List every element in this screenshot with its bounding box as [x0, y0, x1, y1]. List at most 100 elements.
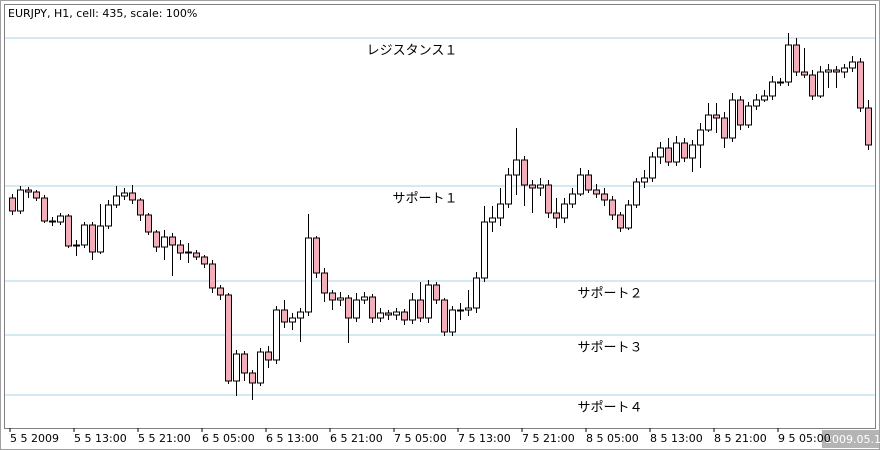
x-tick-label: 5 5 2009 [10, 432, 59, 445]
candle-body [361, 296, 368, 301]
candle-body [617, 214, 624, 229]
candle-body [705, 114, 712, 131]
x-tick-label: 9 5 05:00 [778, 432, 831, 445]
candle-body [153, 231, 160, 248]
candle-body [401, 311, 408, 321]
candle-body [585, 174, 592, 191]
candle-body [97, 225, 104, 253]
candle-body [105, 204, 112, 227]
candle-body [433, 284, 440, 301]
level-label: サポート４ [577, 401, 642, 416]
candle-body [689, 144, 696, 159]
candle-body [121, 192, 128, 197]
candle-body [289, 317, 296, 323]
candle-body [521, 159, 528, 186]
candle-body [385, 312, 392, 316]
candle-body [33, 191, 40, 199]
candle-body [417, 299, 424, 319]
candle-body [233, 353, 240, 382]
candle-body [225, 294, 232, 382]
x-tick-label: 6 5 21:00 [330, 432, 383, 445]
candle-body [609, 199, 616, 216]
candle-body [833, 69, 840, 73]
candle-body [729, 99, 736, 139]
candle-body [177, 244, 184, 254]
chart-title: EURJPY, H1, cell: 435, scale: 100% [8, 7, 197, 20]
candle-body [169, 236, 176, 246]
x-tick-label: 6 5 13:00 [266, 432, 319, 445]
candle-body [345, 297, 352, 319]
x-tick-label: 5 5 13:00 [74, 432, 127, 445]
candle-body [337, 297, 344, 301]
candle-body [825, 69, 832, 73]
candle-body [633, 181, 640, 206]
candle-body [753, 99, 760, 107]
candle-body [313, 237, 320, 274]
candle-body [321, 272, 328, 294]
candle-body [257, 351, 264, 384]
x-tick-label: 8 5 05:00 [586, 432, 639, 445]
candle-body [145, 214, 152, 233]
candle-body [113, 195, 120, 206]
candle-body [593, 189, 600, 195]
x-tick-label: 6 5 05:00 [202, 432, 255, 445]
candle-body [801, 71, 808, 76]
candle-body [329, 292, 336, 301]
candle-body [817, 71, 824, 97]
candle-body [809, 74, 816, 97]
candle-body [137, 199, 144, 216]
candle-body [665, 147, 672, 163]
candle-body [745, 105, 752, 126]
candle-body [625, 204, 632, 229]
candle-body [505, 174, 512, 205]
candle-body [721, 117, 728, 139]
candle-body [697, 129, 704, 146]
candle-body [473, 277, 480, 309]
candle-body [577, 174, 584, 195]
candle-body [201, 256, 208, 265]
x-tick-label: 7 5 05:00 [394, 432, 447, 445]
candle-body [545, 184, 552, 214]
candle-body [49, 220, 56, 223]
candle-body [601, 193, 608, 201]
cursor-box [822, 430, 879, 448]
candle-body [481, 221, 488, 279]
candle-body [273, 309, 280, 361]
candle-body [489, 217, 496, 223]
candle-body [297, 311, 304, 319]
candle-body [641, 177, 648, 183]
candle-body [41, 197, 48, 222]
candle-body [841, 67, 848, 73]
candle-body [713, 114, 720, 119]
candle-body [73, 244, 80, 247]
candle-body [129, 192, 136, 201]
candle-body [561, 203, 568, 219]
candle-body [497, 203, 504, 219]
candle-body [537, 184, 544, 189]
candle-body [57, 215, 64, 223]
level-label: サポート２ [577, 287, 642, 302]
candle-body [9, 197, 16, 212]
candle-body [465, 307, 472, 311]
candle-body [737, 99, 744, 126]
candle-body [249, 372, 256, 384]
candle-body [569, 193, 576, 205]
candle-body [513, 159, 520, 176]
level-label: レジスタンス１ [367, 44, 458, 59]
candle-body [161, 236, 168, 248]
candle-body [217, 287, 224, 296]
candle-body [449, 309, 456, 333]
candle-body [785, 44, 792, 83]
candle-body [265, 351, 272, 361]
candle-body [281, 309, 288, 323]
candle-body [777, 81, 784, 84]
candle-body [857, 61, 864, 109]
candle-body [81, 224, 88, 246]
candle-body [457, 309, 464, 312]
candle-body [553, 212, 560, 219]
x-tick-label: 7 5 13:00 [458, 432, 511, 445]
candle-body [849, 61, 856, 69]
candle-body [65, 215, 72, 247]
candle-body [865, 107, 872, 146]
